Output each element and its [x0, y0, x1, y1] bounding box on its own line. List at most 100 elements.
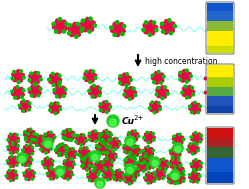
Ellipse shape — [174, 158, 178, 163]
Circle shape — [131, 157, 133, 159]
Circle shape — [91, 95, 94, 98]
Ellipse shape — [24, 159, 29, 162]
Circle shape — [106, 151, 108, 154]
Ellipse shape — [68, 27, 73, 32]
Ellipse shape — [32, 89, 38, 93]
Ellipse shape — [95, 168, 100, 171]
Circle shape — [125, 173, 128, 175]
Circle shape — [173, 143, 183, 153]
Circle shape — [5, 175, 8, 177]
Ellipse shape — [47, 174, 52, 177]
Ellipse shape — [150, 135, 155, 139]
Ellipse shape — [159, 77, 164, 82]
Ellipse shape — [29, 132, 33, 137]
Ellipse shape — [55, 19, 59, 26]
Circle shape — [89, 81, 92, 84]
Circle shape — [90, 151, 100, 161]
Ellipse shape — [50, 74, 54, 80]
Circle shape — [174, 168, 176, 170]
Ellipse shape — [7, 148, 13, 151]
Circle shape — [182, 138, 185, 141]
Circle shape — [15, 177, 18, 179]
Circle shape — [164, 86, 167, 89]
Circle shape — [128, 155, 131, 157]
Circle shape — [58, 18, 62, 21]
Ellipse shape — [176, 164, 180, 169]
Circle shape — [92, 170, 94, 172]
Circle shape — [161, 97, 164, 100]
Circle shape — [111, 160, 114, 163]
Ellipse shape — [98, 148, 103, 152]
Ellipse shape — [160, 159, 163, 164]
Circle shape — [21, 110, 24, 112]
Ellipse shape — [111, 145, 116, 149]
Circle shape — [128, 132, 130, 134]
Ellipse shape — [62, 25, 67, 30]
Ellipse shape — [101, 144, 106, 147]
Circle shape — [28, 108, 30, 111]
Circle shape — [177, 172, 179, 174]
Circle shape — [169, 150, 172, 152]
Circle shape — [64, 146, 66, 149]
Ellipse shape — [185, 72, 191, 75]
Circle shape — [142, 149, 144, 152]
Circle shape — [44, 139, 46, 142]
Ellipse shape — [104, 158, 107, 164]
Circle shape — [33, 84, 36, 86]
Ellipse shape — [126, 143, 129, 148]
Ellipse shape — [128, 87, 132, 92]
Ellipse shape — [196, 160, 201, 164]
Circle shape — [89, 159, 91, 162]
Circle shape — [144, 155, 146, 158]
Circle shape — [153, 139, 155, 141]
Circle shape — [34, 82, 37, 85]
Ellipse shape — [149, 138, 152, 143]
Ellipse shape — [16, 94, 20, 99]
Circle shape — [24, 131, 26, 133]
Circle shape — [159, 108, 161, 111]
Circle shape — [31, 178, 34, 180]
Circle shape — [94, 167, 96, 169]
Circle shape — [132, 87, 135, 90]
Circle shape — [125, 87, 128, 90]
Circle shape — [87, 173, 89, 176]
Ellipse shape — [133, 133, 139, 136]
Ellipse shape — [79, 134, 82, 139]
Ellipse shape — [174, 178, 179, 181]
Circle shape — [179, 78, 182, 81]
Ellipse shape — [103, 132, 106, 137]
Circle shape — [57, 102, 59, 105]
Circle shape — [33, 132, 36, 135]
Ellipse shape — [95, 136, 99, 141]
Ellipse shape — [85, 150, 90, 153]
Ellipse shape — [85, 23, 91, 27]
Circle shape — [180, 164, 182, 167]
Ellipse shape — [26, 135, 30, 139]
Ellipse shape — [19, 91, 24, 96]
Ellipse shape — [116, 174, 121, 177]
Circle shape — [115, 156, 117, 158]
Ellipse shape — [29, 170, 34, 174]
Circle shape — [152, 166, 154, 169]
Ellipse shape — [24, 107, 27, 112]
Ellipse shape — [101, 164, 106, 167]
Circle shape — [157, 70, 160, 73]
Circle shape — [192, 93, 195, 96]
Circle shape — [22, 89, 25, 92]
Ellipse shape — [98, 165, 102, 168]
Circle shape — [162, 158, 165, 160]
Ellipse shape — [15, 74, 20, 78]
Ellipse shape — [32, 76, 38, 80]
Circle shape — [89, 138, 91, 141]
Circle shape — [61, 175, 64, 178]
Circle shape — [143, 136, 145, 139]
Circle shape — [129, 168, 131, 170]
Ellipse shape — [70, 164, 73, 169]
Circle shape — [199, 140, 202, 143]
Circle shape — [28, 102, 31, 105]
Circle shape — [99, 170, 101, 173]
Ellipse shape — [131, 135, 135, 138]
Circle shape — [11, 142, 14, 144]
Circle shape — [71, 158, 74, 160]
Circle shape — [150, 155, 153, 158]
